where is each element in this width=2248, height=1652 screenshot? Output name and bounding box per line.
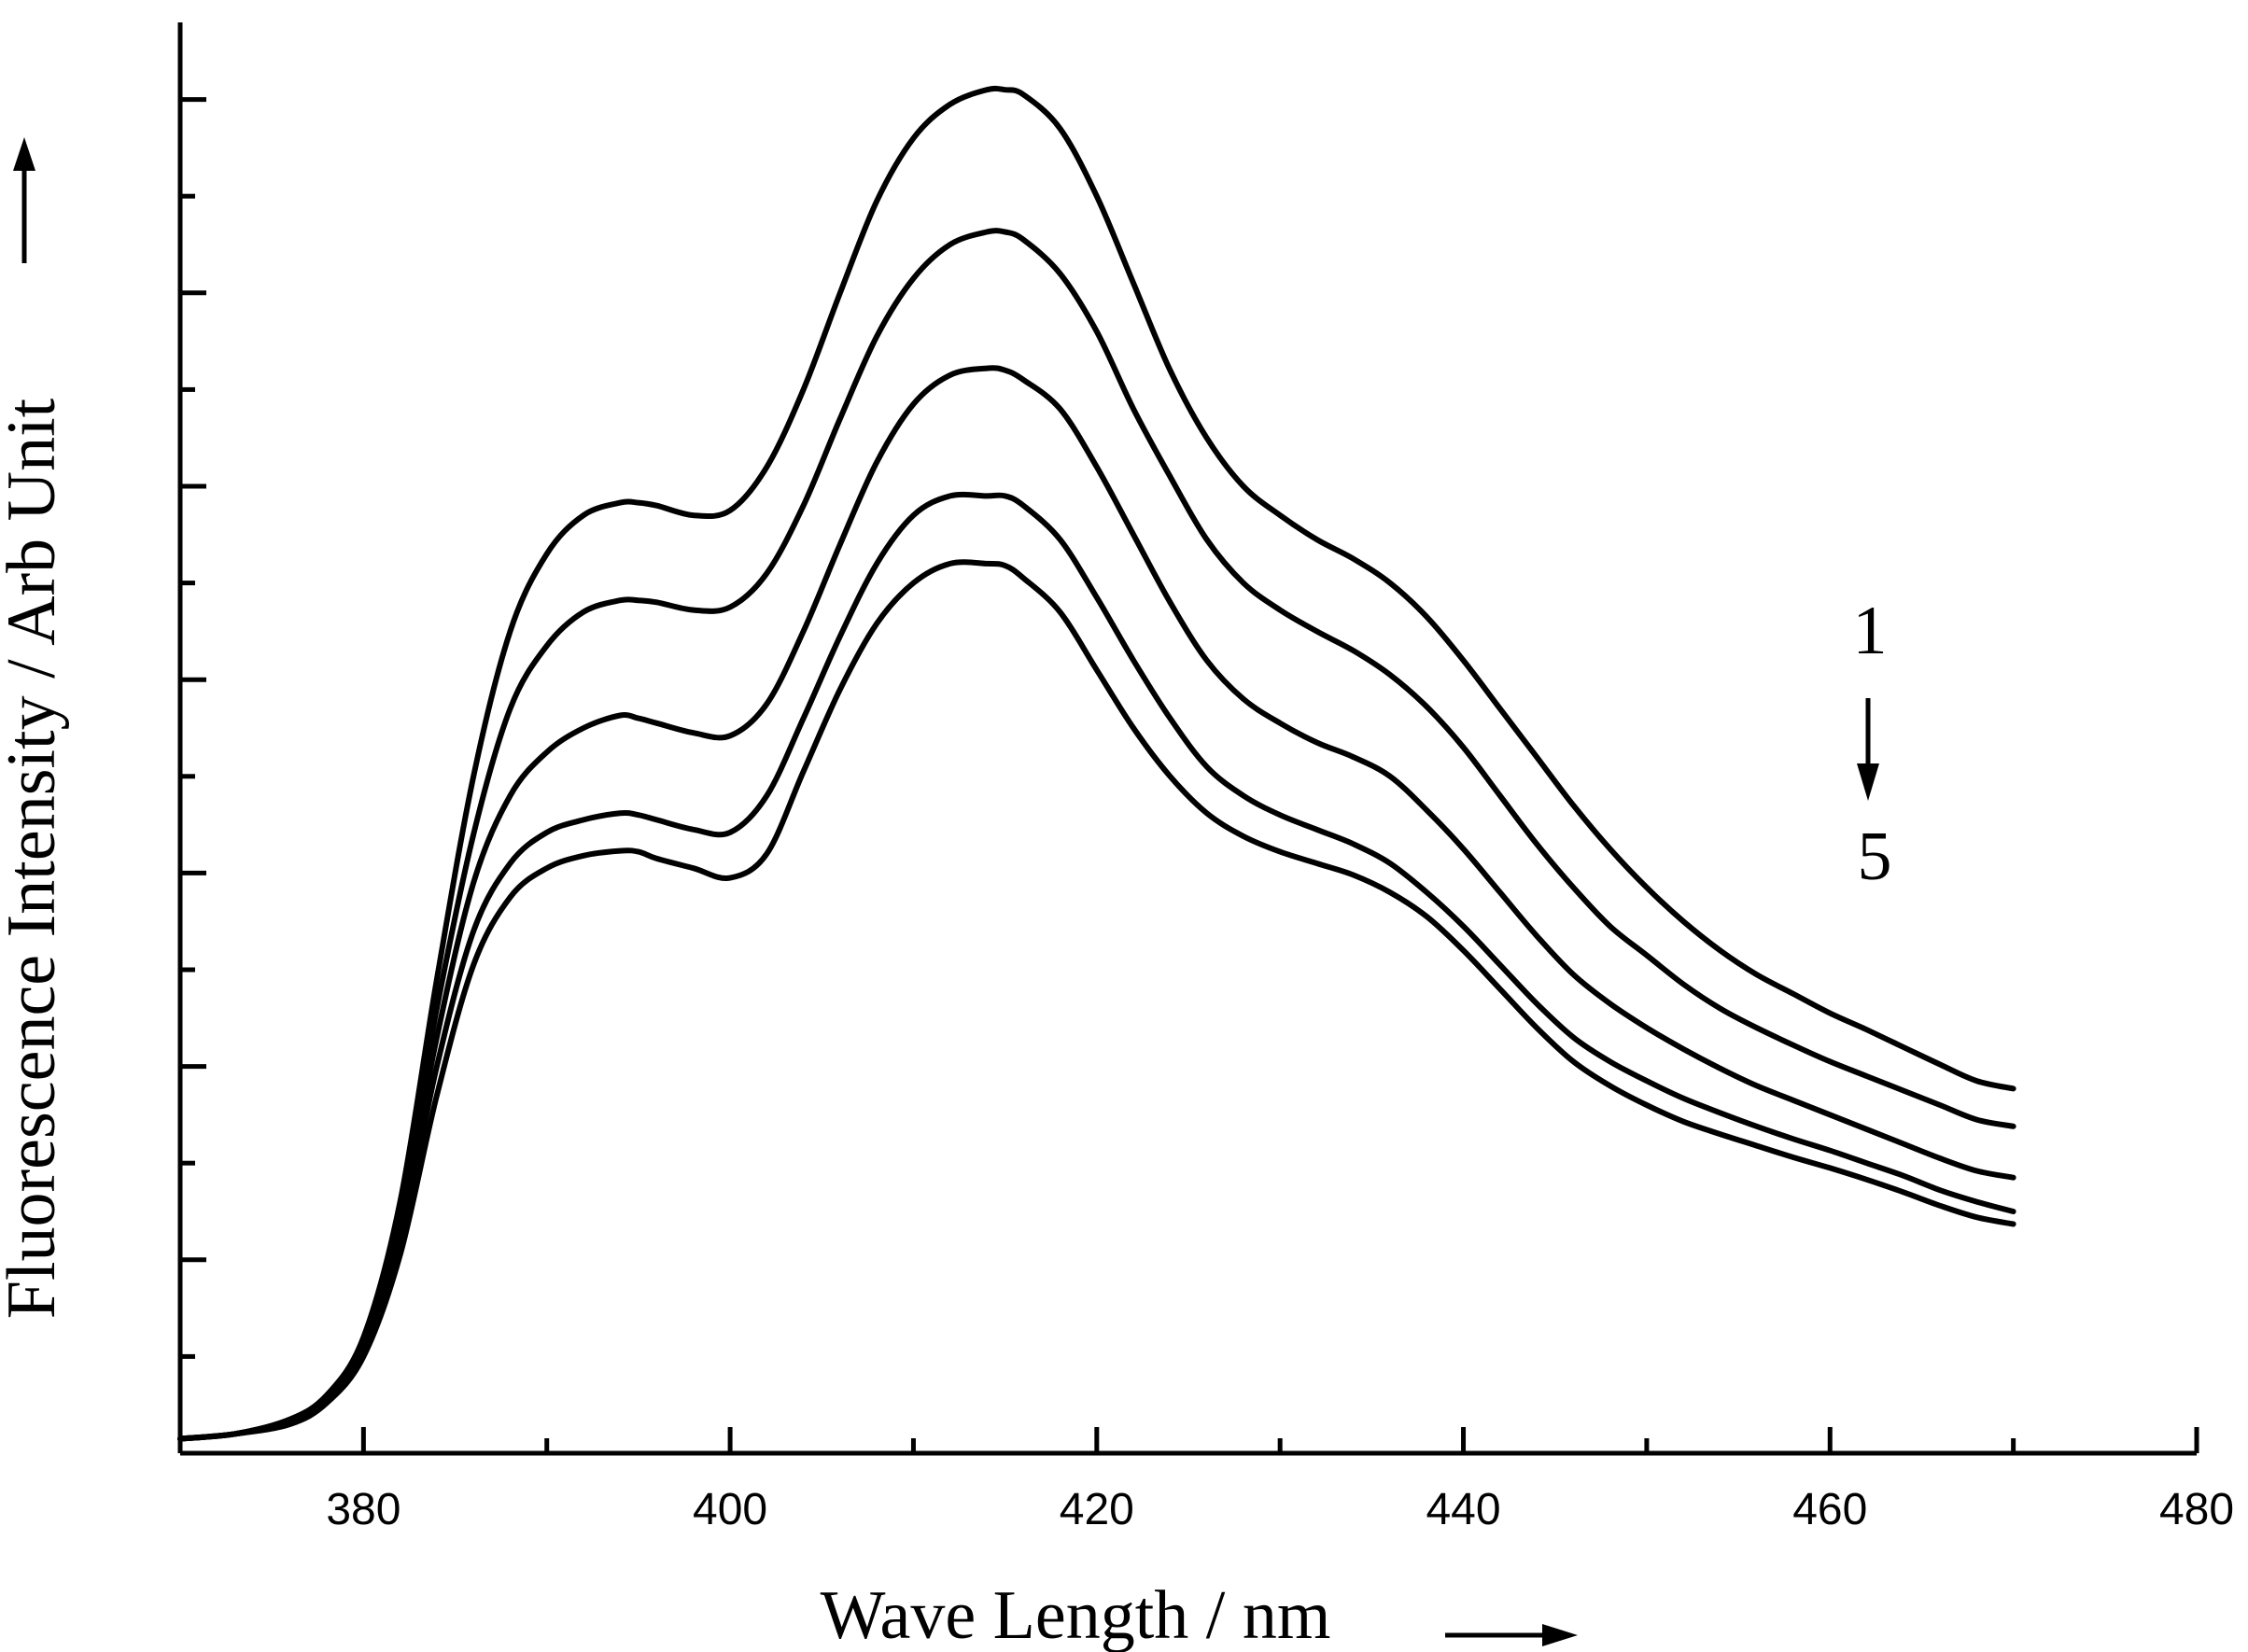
x-tick-label: 420 <box>1060 1485 1134 1534</box>
series-line-4 <box>177 491 2016 1442</box>
series-group <box>177 85 2016 1442</box>
annotation-top-label: 1 <box>1853 593 1888 669</box>
series-line-2 <box>177 228 2016 1442</box>
y-axis-arrow-icon <box>13 137 35 263</box>
axes <box>177 22 2197 1456</box>
x-axis-title: Wave Length / nm <box>821 1577 1331 1652</box>
series-line-5 <box>177 559 2016 1442</box>
y-axis-title: Fluorescence Intensity / Arb Unit <box>0 398 70 1319</box>
x-tick-label: 460 <box>1792 1485 1867 1534</box>
series-line-1 <box>177 85 2016 1442</box>
x-tick-label: 480 <box>2159 1485 2234 1534</box>
annotation-down-arrow-icon <box>1857 698 1879 801</box>
x-tick-label: 380 <box>326 1485 400 1534</box>
x-axis-arrow-icon <box>1445 1624 1578 1646</box>
x-tick-label: 440 <box>1426 1485 1500 1534</box>
annotation-bottom-label: 5 <box>1858 819 1892 895</box>
series-line-3 <box>177 365 2016 1442</box>
x-tick-label: 400 <box>693 1485 767 1534</box>
ticks: 380 400 420 440 460 480 <box>180 97 2234 1534</box>
